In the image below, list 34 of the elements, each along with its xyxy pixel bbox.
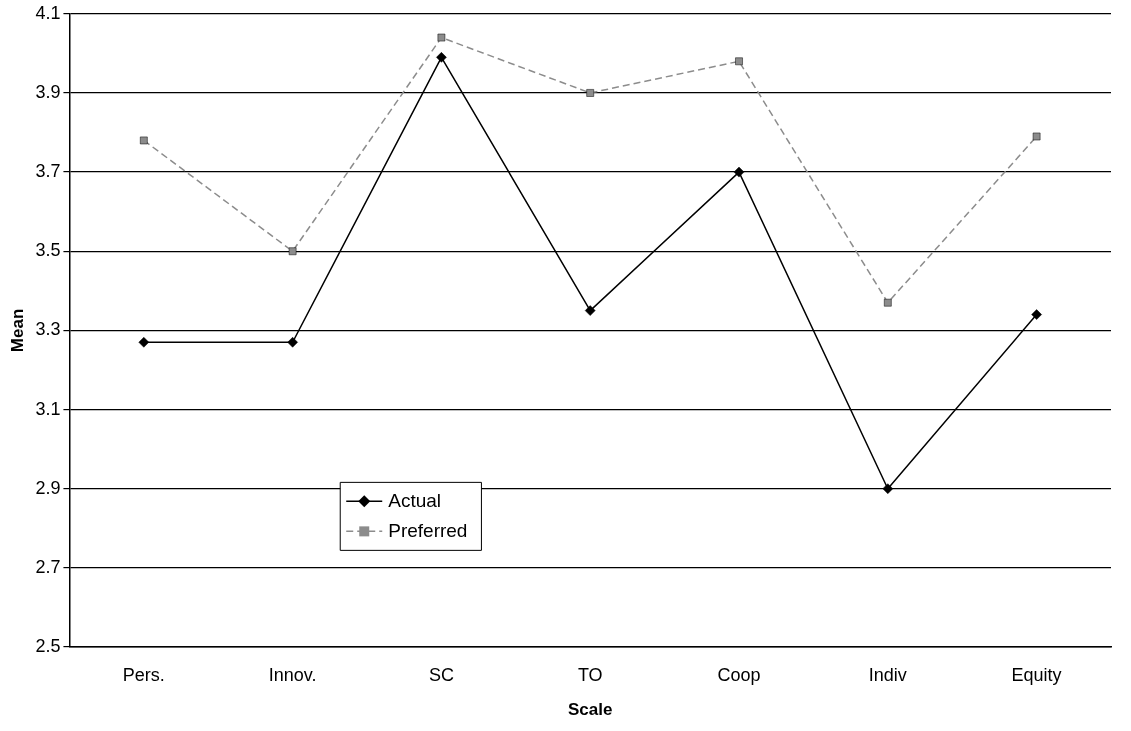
x-tick-label: Indiv: [868, 664, 907, 685]
x-tick-label: Pers.: [122, 664, 165, 685]
y-tick-label: 4.1: [35, 2, 61, 23]
x-tick-label: SC: [428, 664, 454, 685]
x-tick-label: Innov.: [268, 664, 317, 685]
y-tick-label: 3.7: [35, 161, 61, 182]
legend-label: Preferred: [388, 519, 468, 541]
point: [288, 247, 297, 256]
point: [138, 337, 150, 348]
y-axis-title: Mean: [7, 308, 27, 353]
y-tick-label: 3.9: [35, 81, 61, 102]
point: [140, 136, 148, 145]
y-tick-label: 2.7: [35, 556, 61, 577]
y-tick-label: 2.5: [35, 635, 61, 656]
point: [733, 166, 745, 178]
point: [882, 483, 894, 494]
point: [1032, 132, 1041, 141]
x-tick-label: Coop: [717, 664, 761, 685]
y-tick-label: 2.9: [35, 477, 61, 498]
point: [436, 52, 447, 63]
point: [1031, 309, 1042, 320]
point: [287, 337, 298, 348]
point: [437, 33, 446, 42]
point: [884, 298, 892, 307]
x-tick-label: TO: [577, 664, 603, 685]
x-axis-title: Scale: [567, 700, 613, 720]
x-tick-label: Equity: [1011, 664, 1062, 685]
point: [735, 57, 743, 66]
point: [584, 305, 596, 316]
y-tick-label: 3.1: [35, 398, 61, 419]
legend-label: Actual: [388, 489, 442, 511]
y-tick-label: 3.5: [35, 240, 61, 261]
y-tick-label: 3.3: [35, 319, 61, 340]
point: [586, 89, 594, 97]
